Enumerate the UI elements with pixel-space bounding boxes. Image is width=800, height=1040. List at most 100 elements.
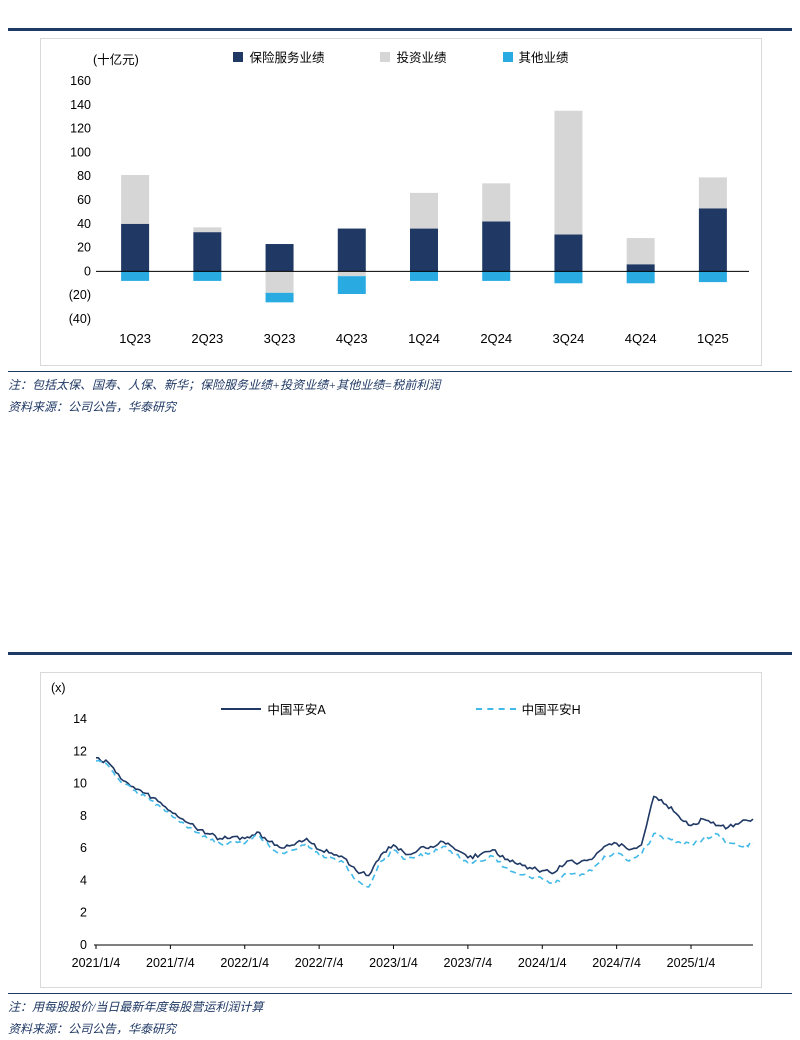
y-axis-tick-label: 100 [70,145,91,159]
bar-segment [698,208,727,272]
y-axis-tick-label: 160 [70,74,91,88]
x-axis-tick-label: 1Q23 [119,331,151,346]
bar-segment [193,271,222,281]
legend-item-insurance-service: 保险服务业绩 [233,47,324,66]
y-axis-tick-label: 8 [80,809,87,823]
y-axis-tick-label: 14 [73,713,87,726]
bar-segment [121,271,150,281]
y-axis-tick-label: 80 [77,169,91,183]
price-line-ping-an-h [95,759,754,888]
investment-swatch-icon [380,51,391,62]
bar-segment [410,192,438,229]
figure2-notes: 注：用每股股价/当日最新年度每股营运利润计算 资料来源：公司公告，华泰研究 [8,997,792,1040]
figure1-note-line: 注：包括太保、国寿、人保、新华；保险服务业绩+投资业绩+其他业绩=税前利润 [8,378,441,392]
bar-segment [337,228,366,272]
x-axis-tick-label: 2021/7/4 [146,956,195,970]
legend-label: 其他业绩 [518,51,569,65]
y-axis-tick-label: 6 [80,841,87,855]
figure2-separator [8,993,792,994]
y-axis-tick-label: (40) [69,312,91,326]
bar-segment [482,183,511,222]
bar-segment [698,271,727,283]
y-axis-tick-label: 2 [80,906,87,920]
bar-segment [410,271,438,281]
y-axis-tick-label: 4 [80,873,87,887]
y-axis-tick-label: 20 [77,241,91,255]
insurance-service-swatch-icon [233,51,244,62]
x-axis-tick-label: 2021/1/4 [72,956,121,970]
legend-item-other: 其他业绩 [502,47,569,66]
header-rule [8,28,792,31]
x-axis-tick-label: 4Q24 [625,331,657,346]
section-divider-rule [8,652,792,655]
x-axis-tick-label: 2Q24 [480,331,512,346]
y-axis-tick-label: 140 [70,98,91,112]
x-axis-tick-label: 2023/7/4 [444,956,493,970]
figure-bar-chart: (十亿元) 保险服务业绩 投资业绩 其他业绩 160 140 120 100 80 60 4… [40,38,762,366]
bar-segment [554,234,583,272]
bar-segment [482,271,511,281]
legend-item-investment: 投资业绩 [380,47,447,66]
bar-segment [193,227,222,233]
x-axis-tick-label: 1Q25 [697,331,729,346]
other-swatch-icon [502,51,513,62]
bar-segment [626,264,655,272]
bar-segment [265,292,294,303]
price-line-ping-an-a [95,756,754,877]
bar-chart-legend: 保险服务业绩 投资业绩 其他业绩 [41,47,761,66]
x-axis-tick-label: 4Q23 [336,331,368,346]
bar-segment [265,244,294,272]
legend-label: 中国平安H [521,703,581,717]
x-axis-tick-label: 2022/1/4 [220,956,269,970]
x-axis-tick-label: 1Q24 [408,331,440,346]
line-chart-legend: 中国平安A 中国平安H [41,699,761,718]
x-axis-tick-label: 2Q23 [191,331,223,346]
bar-segment [121,223,150,272]
y-axis-tick-label: (20) [69,288,91,302]
bar-segment [554,271,583,284]
x-axis-tick-label: 3Q24 [553,331,585,346]
legend-item-ping-an-h: 中国平安H [475,699,581,718]
y-axis-tick-label: 0 [80,938,87,952]
figure2-source-line: 资料来源：公司公告，华泰研究 [8,1021,177,1036]
figure1-source-line: 资料来源：公司公告，华泰研究 [8,399,177,414]
y-axis-tick-label: 120 [70,122,91,136]
bar-segment [337,276,366,295]
bar-chart-unit-label: (十亿元) [93,53,139,67]
bar-segment [121,175,150,224]
y-axis-tick-label: 10 [73,777,87,791]
figure-line-chart: (x) 中国平安A 中国平安H 14 12 10 8 6 4 2 0 2021/1/4 2021/… [40,672,762,988]
bar-segment [265,271,294,293]
bar-segment [626,271,655,284]
bar-segment [482,221,511,272]
bar-segment [626,238,655,265]
legend-item-ping-an-a: 中国平安A [221,699,326,718]
y-axis-tick-label: 60 [77,193,91,207]
x-axis-tick-label: 2025/1/4 [667,956,716,970]
legend-label: 中国平安A [267,703,326,717]
y-axis-tick-label: 40 [77,217,91,231]
bar-segment [554,110,583,235]
dashed-line-sample-icon [475,707,516,710]
y-axis-tick-label: 0 [84,264,91,278]
x-axis-tick-label: 2023/1/4 [369,956,418,970]
bar-chart-canvas: 160 140 120 100 80 60 40 20 0 (20) (40) 1Q23 2Q23 3Q2… [69,74,749,346]
x-axis-tick-label: 2024/7/4 [592,956,641,970]
x-axis-tick-label: 2024/1/4 [518,956,567,970]
legend-label: 保险服务业绩 [249,51,325,65]
bar-segment [337,271,366,277]
bar-segment [410,228,438,272]
line-chart-unit-label: (x) [51,681,66,695]
bar-segment [193,232,222,272]
legend-label: 投资业绩 [396,51,447,65]
x-axis-tick-label: 2022/7/4 [295,956,344,970]
bar-segment [698,177,727,209]
solid-line-sample-icon [221,707,262,710]
y-axis-tick-label: 12 [73,744,87,758]
line-chart-canvas: 14 12 10 8 6 4 2 0 2021/1/4 2021/7/4 2022/1/4 2022/… [72,713,754,970]
figure1-separator [8,371,792,372]
figure2-note-line: 注：用每股股价/当日最新年度每股营运利润计算 [8,1000,264,1014]
figure1-notes: 注：包括太保、国寿、人保、新华；保险服务业绩+投资业绩+其他业绩=税前利润 资料… [8,375,792,418]
x-axis-tick-label: 3Q23 [264,331,296,346]
